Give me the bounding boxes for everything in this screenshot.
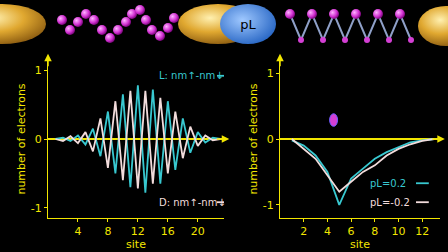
svg-text:site: site: [126, 238, 146, 251]
svg-text:D: nm↑-nm↓: D: nm↑-nm↓: [159, 197, 226, 208]
svg-text:0: 0: [35, 133, 42, 146]
svg-text:-1: -1: [31, 202, 42, 215]
svg-text:0: 0: [267, 133, 274, 146]
svg-text:8: 8: [371, 225, 378, 238]
svg-text:12: 12: [131, 225, 145, 238]
svg-text:10: 10: [392, 225, 406, 238]
svg-text:4: 4: [74, 225, 81, 238]
svg-text:1: 1: [267, 67, 274, 80]
svg-text:number of electrons: number of electrons: [15, 83, 28, 194]
svg-text:8: 8: [104, 225, 111, 238]
svg-text:pL=0.2: pL=0.2: [370, 178, 406, 189]
svg-text:2: 2: [300, 225, 307, 238]
svg-text:6: 6: [348, 225, 355, 238]
svg-text:site: site: [350, 238, 370, 251]
svg-text:1: 1: [35, 64, 42, 77]
svg-text:pL: pL: [240, 17, 256, 32]
svg-text:-1: -1: [263, 199, 274, 212]
svg-text:number of electrons: number of electrons: [247, 83, 260, 194]
svg-text:4: 4: [324, 225, 331, 238]
svg-text:16: 16: [161, 225, 175, 238]
svg-text:20: 20: [191, 225, 205, 238]
svg-text:pL=-0.2: pL=-0.2: [370, 197, 410, 208]
svg-text:12: 12: [415, 225, 429, 238]
svg-text:L: nm↑-nm↓: L: nm↑-nm↓: [159, 70, 224, 81]
